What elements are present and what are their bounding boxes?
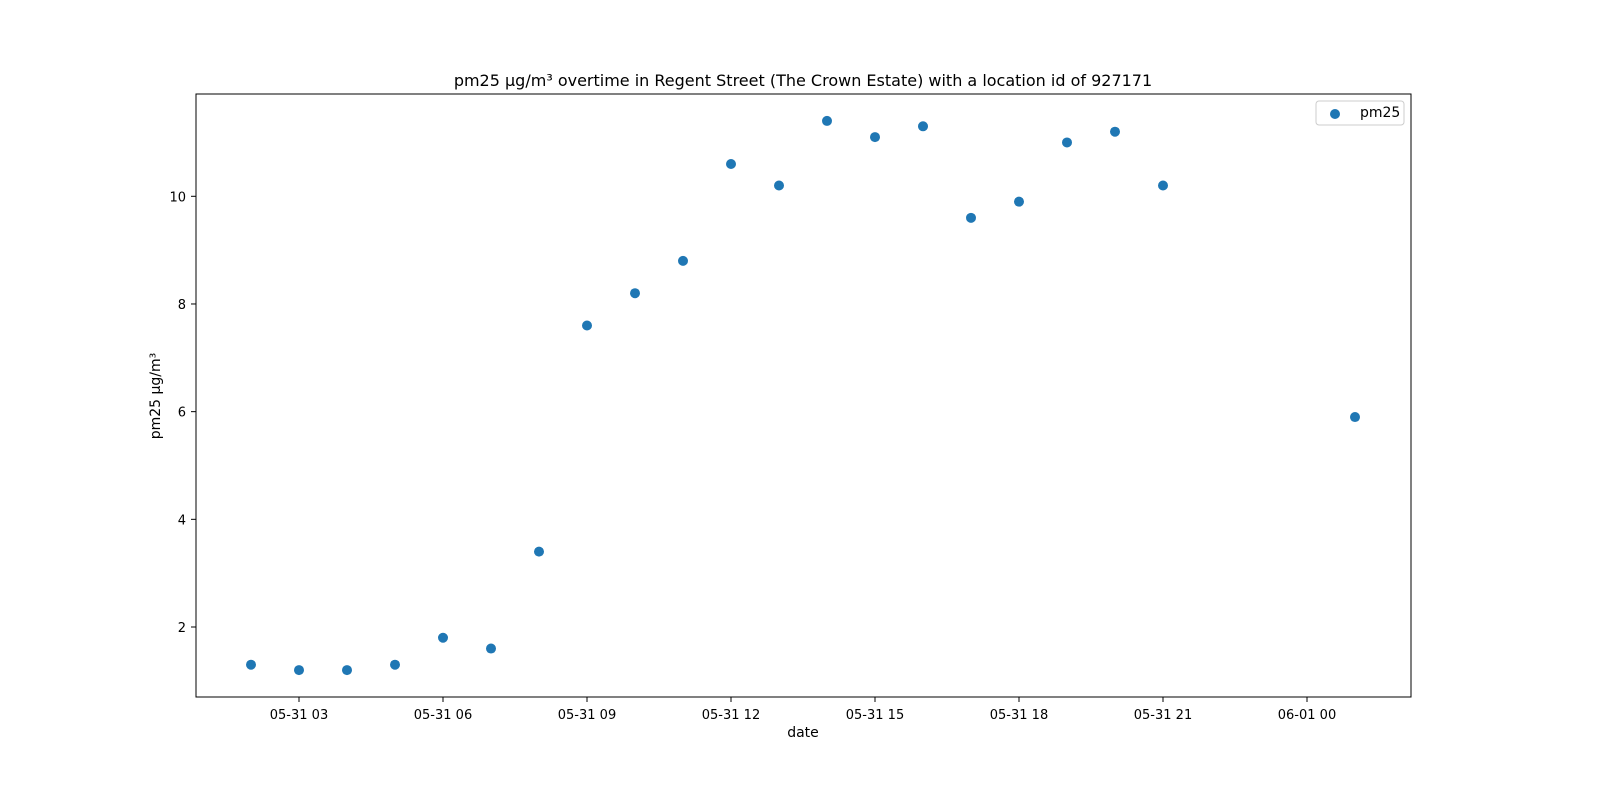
data-point: [630, 288, 640, 299]
x-tick-label: 05-31 03: [270, 708, 328, 723]
data-point: [390, 659, 400, 670]
data-point: [678, 255, 688, 266]
data-point: [726, 158, 736, 169]
y-axis-label: pm25 µg/m³: [148, 353, 164, 440]
data-point: [582, 320, 592, 331]
data-point: [1110, 126, 1120, 137]
data-point: [1350, 412, 1360, 423]
y-tick-label: 6: [178, 406, 186, 421]
legend-marker: [1330, 109, 1340, 119]
data-point: [1158, 180, 1168, 191]
data-point: [246, 659, 256, 670]
y-tick-label: 8: [178, 298, 186, 313]
x-tick-label: 05-31 09: [558, 708, 616, 723]
x-axis: 05-31 03 05-31 06 05-31 09 05-31 12 05-31 15…: [270, 697, 1336, 723]
y-tick-label: 2: [178, 621, 186, 636]
x-tick-label: 05-31 18: [990, 708, 1048, 723]
x-tick-label: 05-31 21: [1134, 708, 1192, 723]
data-point: [438, 632, 448, 643]
data-point: [822, 115, 832, 126]
x-tick-label: 05-31 12: [702, 708, 760, 723]
x-tick-label: 05-31 15: [846, 708, 904, 723]
y-axis: 2 4 6 8 10: [169, 190, 196, 636]
x-tick-label: 06-01 00: [1278, 708, 1336, 723]
data-point: [486, 643, 496, 654]
x-axis-label: date: [787, 725, 819, 741]
data-point: [1014, 196, 1024, 207]
data-point: [294, 665, 304, 676]
data-point: [918, 121, 928, 132]
data-point: [774, 180, 784, 191]
legend: pm25: [1315, 100, 1405, 126]
data-point: [1062, 137, 1072, 148]
y-tick-label: 4: [178, 513, 186, 528]
plot-area-frame: [195, 93, 1412, 698]
chart-title: pm25 µg/m³ overtime in Regent Street (Th…: [454, 71, 1152, 90]
data-point: [534, 546, 544, 557]
legend-label: pm25: [1360, 105, 1400, 121]
data-points: [246, 115, 1360, 676]
data-point: [870, 132, 880, 143]
data-point: [966, 212, 976, 223]
legend-box: [1315, 100, 1405, 126]
data-point: [342, 665, 352, 676]
y-tick-label: 10: [169, 190, 186, 205]
x-tick-label: 05-31 06: [414, 708, 472, 723]
